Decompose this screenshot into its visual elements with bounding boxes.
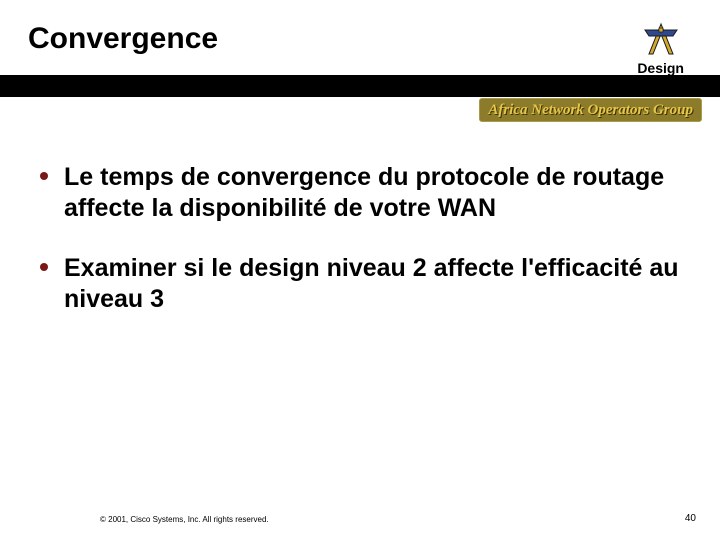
design-label: Design xyxy=(637,60,684,76)
bullet-dot-icon xyxy=(40,172,48,180)
footer-page-number: 40 xyxy=(685,513,696,524)
compass-icon xyxy=(639,22,683,58)
bullet-text: Le temps de convergence du protocole de … xyxy=(64,162,680,225)
bullet-item: Examiner si le design niveau 2 affecte l… xyxy=(40,253,680,316)
bullet-dot-icon xyxy=(40,263,48,271)
afnog-text: Africa Network Operators Group xyxy=(488,102,693,118)
slide: Convergence Design Africa Network Operat… xyxy=(0,0,720,540)
bullet-item: Le temps de convergence du protocole de … xyxy=(40,162,680,225)
title-area: Convergence Design xyxy=(28,22,692,76)
page-title: Convergence xyxy=(28,22,218,56)
footer-copyright: © 2001, Cisco Systems, Inc. All rights r… xyxy=(100,515,269,524)
afnog-badge: Africa Network Operators Group xyxy=(479,98,702,122)
separator-bar xyxy=(0,75,720,97)
design-badge: Design xyxy=(637,22,684,76)
bullet-text: Examiner si le design niveau 2 affecte l… xyxy=(64,253,680,316)
content-area: Le temps de convergence du protocole de … xyxy=(40,162,680,343)
